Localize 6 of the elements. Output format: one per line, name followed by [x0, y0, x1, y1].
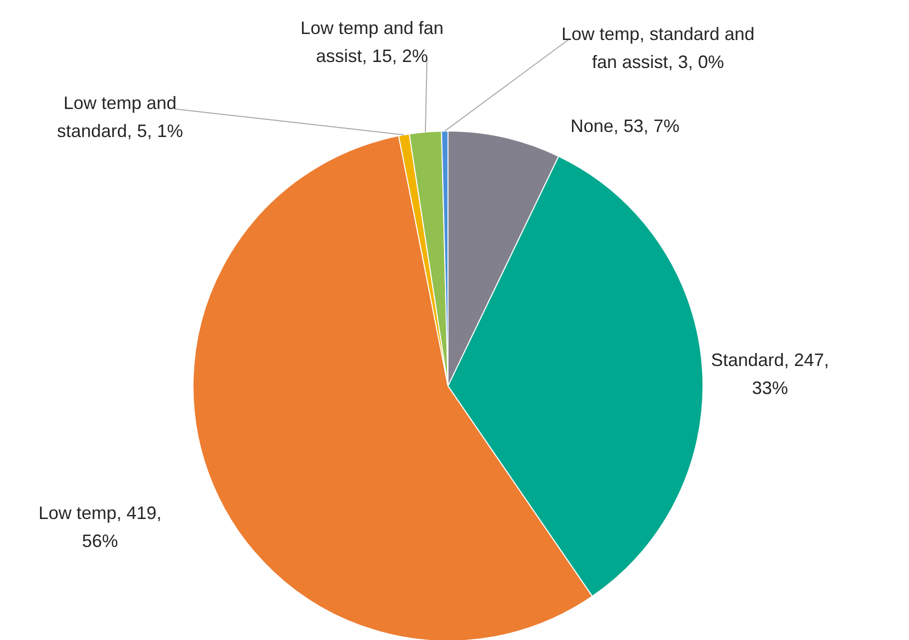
- slice-label: Low temp and standard, 5, 1%: [56, 93, 184, 141]
- slice-label: Low temp and fan assist, 15, 2%: [300, 18, 444, 66]
- slice-label: Low temp, standard and fan assist, 3, 0%: [561, 24, 755, 72]
- slice-label: None, 53, 7%: [570, 116, 680, 136]
- slice-label: Standard, 247, 33%: [710, 350, 830, 398]
- slice-label: Low temp, 419, 56%: [38, 503, 162, 551]
